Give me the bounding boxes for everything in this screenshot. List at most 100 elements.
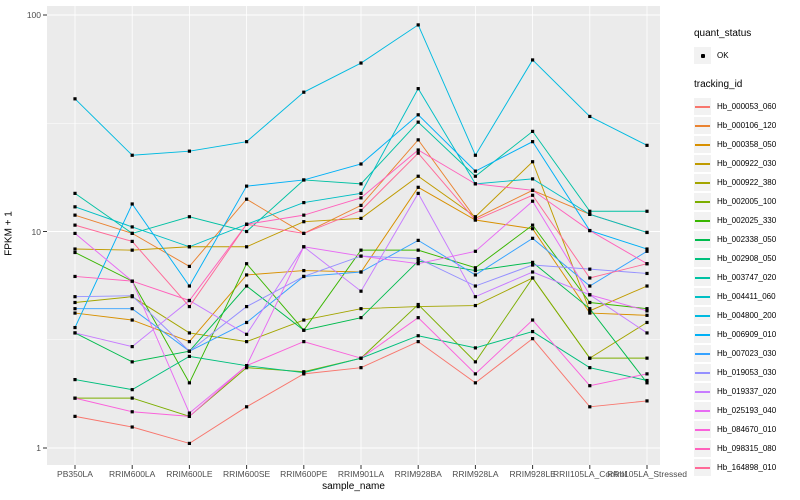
- data-point: [473, 381, 477, 385]
- data-point: [416, 120, 420, 124]
- legend-item-label: Hb_025193_040: [717, 406, 777, 415]
- data-point: [73, 295, 77, 299]
- data-point: [531, 160, 535, 164]
- legend-item-Hb_000922_030: Hb_000922_030: [694, 154, 776, 173]
- data-point: [531, 270, 535, 274]
- line-swatch-icon: [695, 390, 710, 393]
- data-point: [302, 274, 306, 279]
- data-point: [130, 360, 134, 364]
- data-point: [187, 441, 191, 446]
- x-tick-label-RRIM600SE: RRIM600SE: [222, 469, 271, 479]
- data-point: [473, 215, 477, 219]
- data-point: [73, 231, 77, 235]
- data-point: [416, 113, 420, 117]
- legend-item-Hb_084670_010: Hb_084670_010: [694, 420, 776, 439]
- x-tick-label-RRIM928LE: RRIM928LE: [509, 469, 556, 479]
- data-point: [130, 239, 134, 244]
- legend-item-label: Hb_019053_030: [717, 368, 777, 377]
- legend-item-Hb_006909_010: Hb_006909_010: [694, 325, 776, 344]
- legend-item-label: Hb_098315_080: [717, 444, 777, 453]
- line-swatch-icon: [695, 276, 710, 279]
- line-swatch-icon: [695, 371, 710, 374]
- legend-item-Hb_025193_040: Hb_025193_040: [694, 401, 776, 420]
- data-point: [645, 271, 649, 276]
- data-point: [130, 410, 134, 414]
- data-point: [588, 212, 592, 216]
- data-point: [359, 254, 363, 258]
- legend-key-swatch: [694, 98, 711, 115]
- data-point: [588, 284, 592, 288]
- data-point: [416, 174, 420, 178]
- data-point: [359, 61, 363, 65]
- data-point: [302, 178, 306, 182]
- data-point: [130, 425, 134, 429]
- data-point: [359, 196, 363, 200]
- data-point: [130, 248, 134, 252]
- data-point: [531, 227, 535, 231]
- x-axis-title: sample_name: [322, 481, 385, 492]
- data-point: [588, 267, 592, 271]
- legend-key-swatch: [694, 383, 711, 400]
- data-point: [187, 215, 191, 219]
- data-point: [302, 231, 306, 235]
- data-point: [245, 184, 249, 188]
- data-point: [245, 304, 249, 309]
- data-point: [416, 23, 420, 27]
- data-point: [416, 259, 420, 263]
- data-point: [73, 274, 77, 279]
- data-point: [588, 311, 592, 315]
- data-point: [245, 262, 249, 266]
- data-point: [245, 245, 249, 249]
- data-point: [187, 264, 191, 268]
- legend-item-label: Hb_003747_020: [717, 273, 777, 282]
- data-point: [73, 331, 77, 335]
- legend-item-Hb_004411_060: Hb_004411_060: [694, 287, 776, 306]
- data-point: [416, 185, 420, 189]
- x-tick-label-RRII105LA_Control: RRII105LA_Control: [552, 469, 627, 479]
- data-point: [645, 284, 649, 288]
- legend-item-Hb_003747_020: Hb_003747_020: [694, 268, 776, 287]
- legend-title-quant-status: quant_status: [694, 28, 752, 39]
- legend-item-label: Hb_004411_060: [717, 292, 776, 301]
- data-point: [416, 316, 420, 320]
- legend-item-Hb_164898_010: Hb_164898_010: [694, 458, 776, 477]
- legend-key-swatch: [694, 440, 711, 457]
- x-tick-label-RRIM600PE: RRIM600PE: [280, 469, 328, 479]
- data-point: [73, 191, 77, 195]
- data-point: [187, 349, 191, 353]
- data-point: [473, 372, 477, 376]
- data-point: [645, 143, 649, 147]
- legend-item-Hb_000053_060: Hb_000053_060: [694, 97, 776, 116]
- line-swatch-icon: [695, 428, 710, 431]
- data-point: [645, 230, 649, 235]
- data-point: [187, 381, 191, 385]
- data-point: [73, 414, 77, 418]
- data-point: [359, 356, 363, 360]
- data-point: [531, 58, 535, 62]
- data-point: [645, 381, 649, 385]
- data-point: [416, 191, 420, 195]
- data-point: [645, 309, 649, 313]
- data-point: [473, 273, 477, 277]
- data-point: [130, 345, 134, 349]
- data-point: [473, 182, 477, 186]
- legend-item-Hb_000106_120: Hb_000106_120: [694, 116, 776, 135]
- data-point: [588, 366, 592, 370]
- data-point: [359, 162, 363, 166]
- data-point: [588, 384, 592, 388]
- data-point: [302, 318, 306, 322]
- legend-key-swatch: [694, 459, 711, 476]
- data-point: [416, 87, 420, 91]
- data-point: [245, 140, 249, 144]
- data-point: [187, 284, 191, 288]
- data-point: [73, 97, 77, 101]
- legend-item-label: OK: [717, 51, 729, 60]
- data-point: [416, 262, 420, 266]
- data-point: [416, 138, 420, 142]
- line-swatch-icon: [695, 238, 710, 241]
- data-point: [130, 318, 134, 322]
- data-point: [416, 340, 420, 344]
- data-point: [187, 304, 191, 309]
- legend-key-swatch: [694, 231, 711, 248]
